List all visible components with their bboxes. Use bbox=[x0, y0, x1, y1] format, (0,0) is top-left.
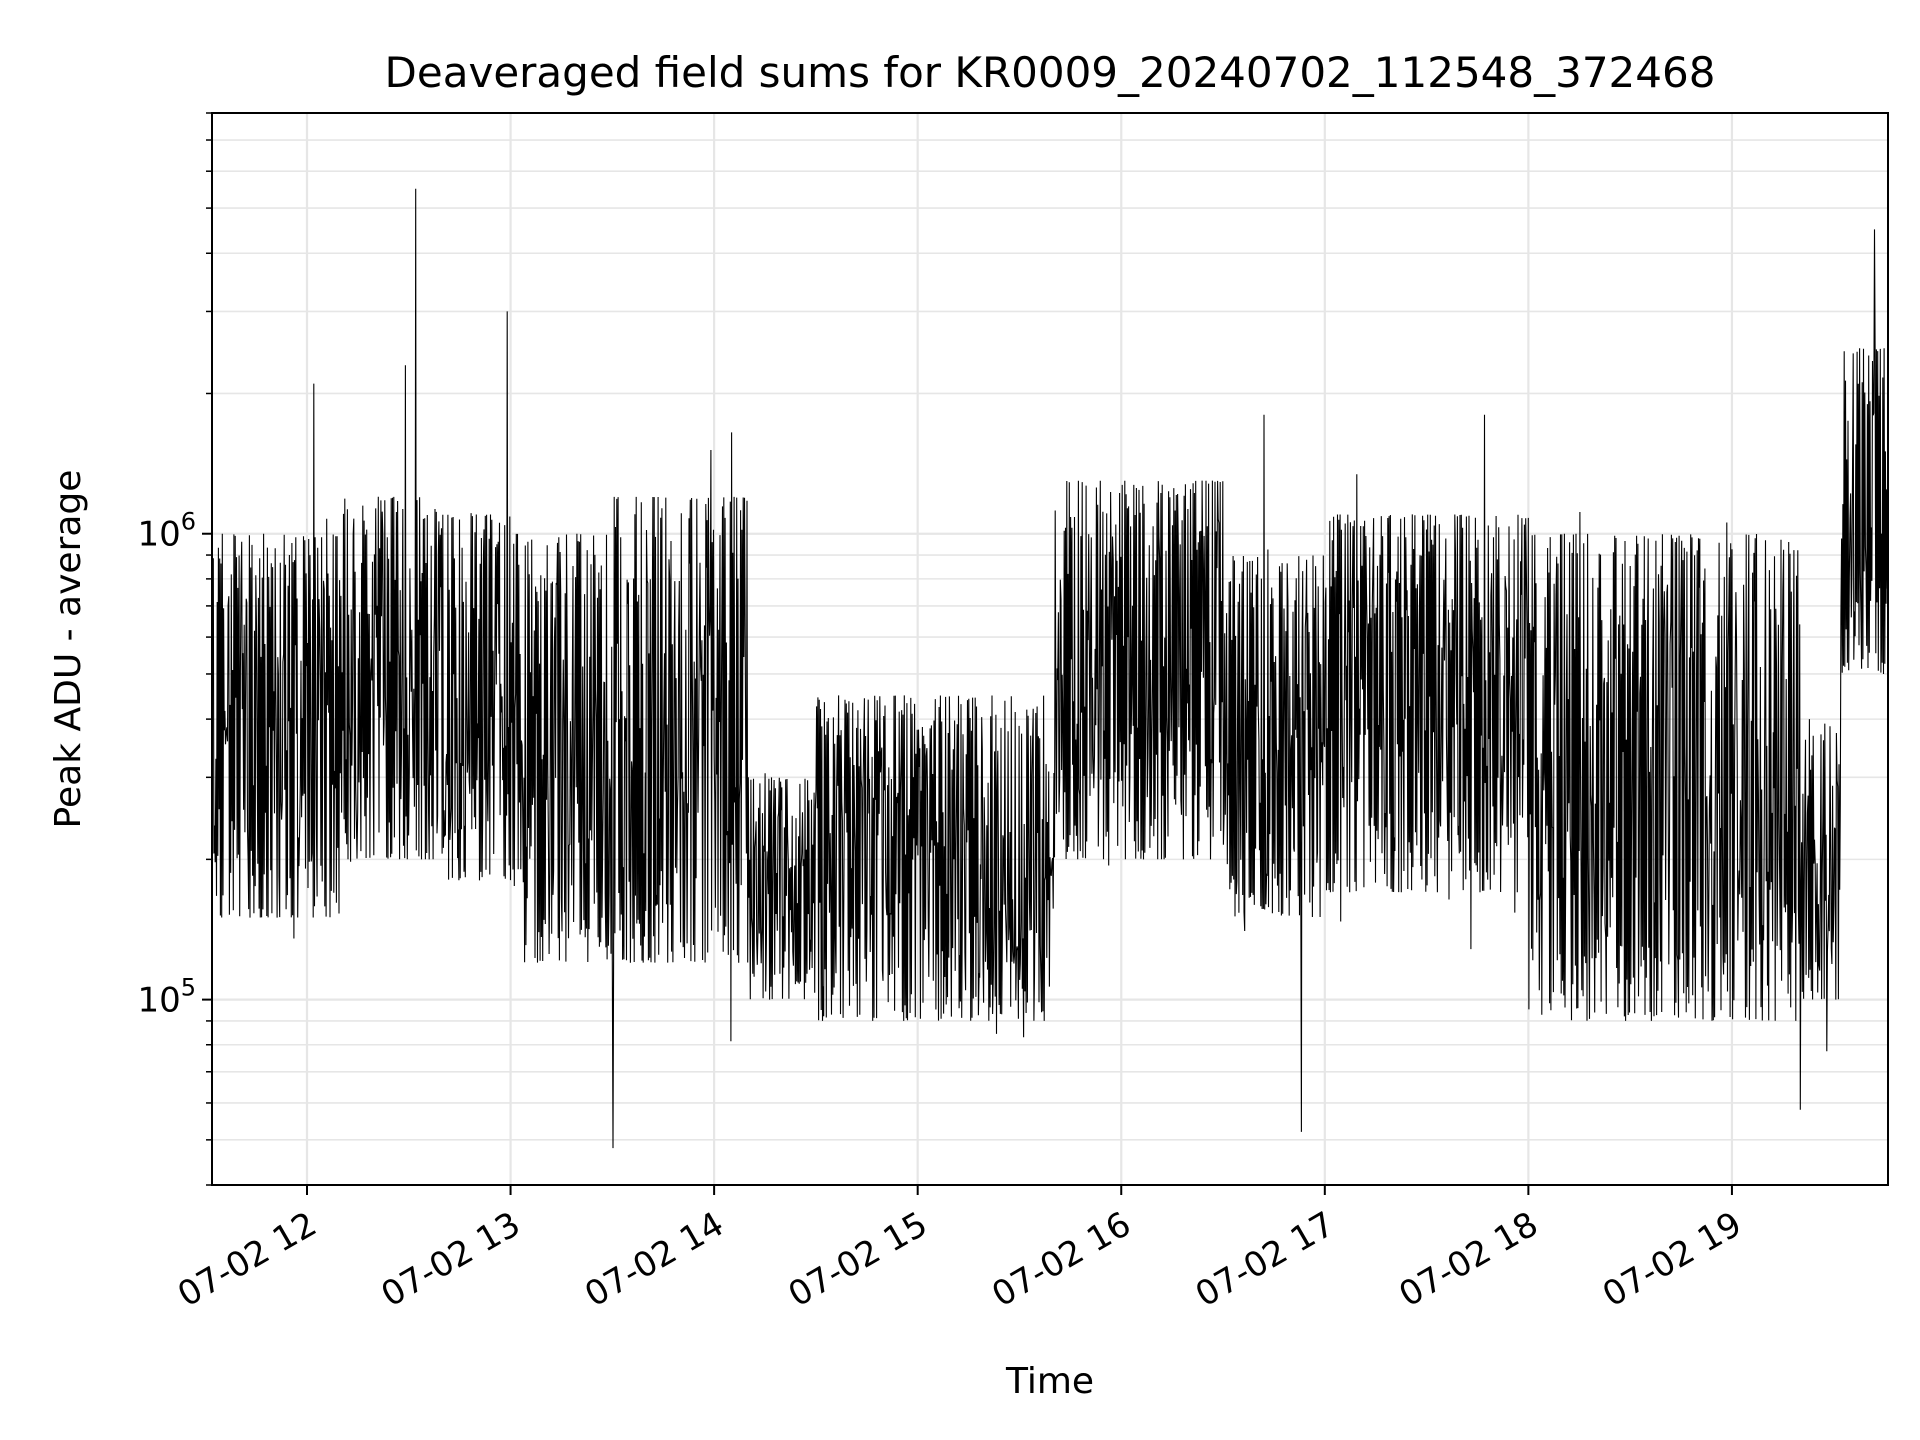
series-line bbox=[211, 188, 1889, 1149]
chart-title: Deaveraged field sums for KR0009_2024070… bbox=[385, 48, 1716, 97]
x-axis-label: Time bbox=[1005, 1361, 1094, 1402]
plot-frame bbox=[211, 112, 1889, 1186]
series-line-path bbox=[211, 188, 1889, 1149]
y-tick-label: 105 bbox=[137, 974, 196, 1021]
y-tick-label: 106 bbox=[137, 508, 196, 555]
y-axis-label: Peak ADU - average bbox=[48, 470, 89, 829]
y-axis: 105 106 bbox=[137, 112, 212, 1186]
